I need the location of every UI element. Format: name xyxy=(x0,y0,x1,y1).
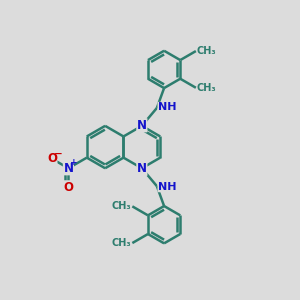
Text: −: − xyxy=(54,149,63,159)
Text: N: N xyxy=(137,119,147,132)
Text: N: N xyxy=(137,162,147,175)
Text: CH₃: CH₃ xyxy=(112,201,131,212)
Text: N: N xyxy=(63,162,74,175)
Text: +: + xyxy=(70,158,77,167)
Text: NH: NH xyxy=(158,182,176,192)
Text: CH₃: CH₃ xyxy=(112,238,131,248)
Text: CH₃: CH₃ xyxy=(197,46,216,56)
Text: NH: NH xyxy=(158,102,176,112)
Text: O: O xyxy=(63,181,74,194)
Text: CH₃: CH₃ xyxy=(197,83,216,93)
Text: O: O xyxy=(47,152,57,165)
